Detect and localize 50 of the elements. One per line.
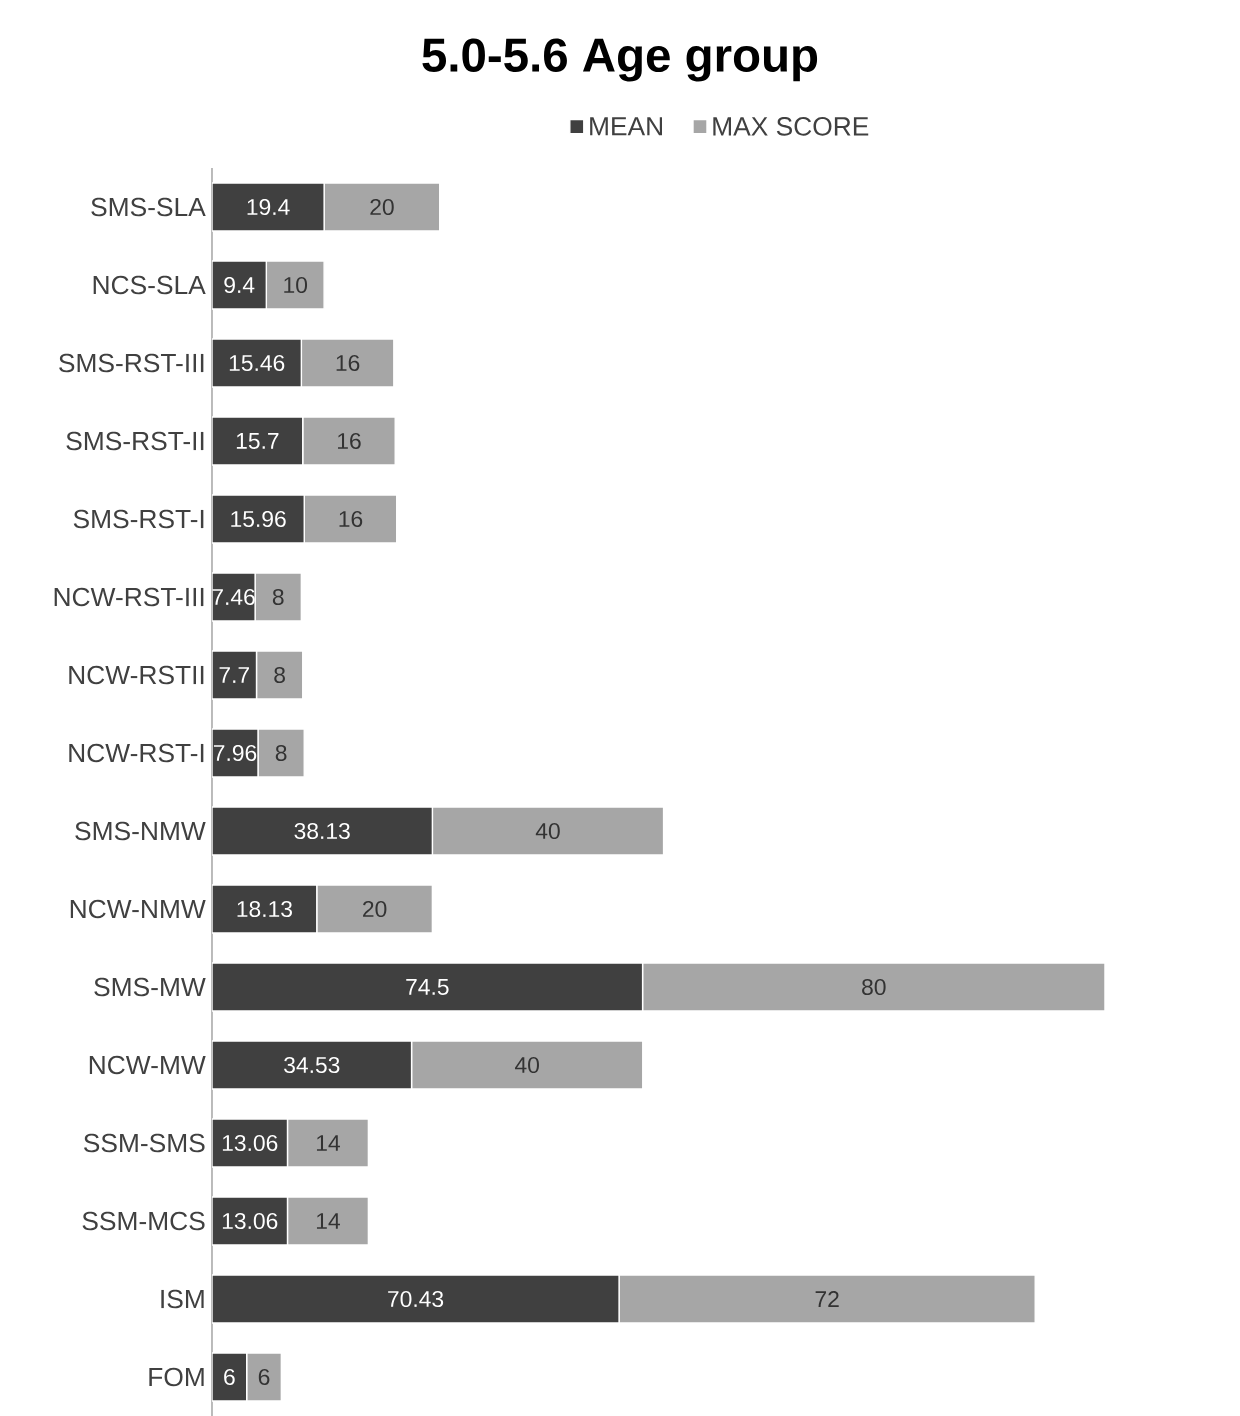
y-tick-label: SMS-RST-II <box>66 431 204 451</box>
legend-label: MAX SCORE <box>713 117 869 136</box>
data-label: 72 <box>815 1291 839 1307</box>
data-label: 14 <box>316 1135 340 1151</box>
data-label: 8 <box>275 744 287 762</box>
data-label: 7.96 <box>213 744 257 762</box>
chart-title: 5.0-5.6 Age group <box>422 38 818 82</box>
y-tick-label: FOM <box>149 1367 204 1387</box>
data-label: 8 <box>272 588 284 606</box>
data-label: 80 <box>862 978 886 996</box>
y-tick-label: SMS-RST-III <box>59 353 204 373</box>
data-label: 16 <box>336 354 360 372</box>
data-label: 19.4 <box>247 198 290 216</box>
y-tick-label: NCW-MW <box>89 1055 206 1075</box>
data-label: 18.13 <box>237 900 292 918</box>
y-tick-label: NCW-NMW <box>70 899 206 919</box>
y-tick-label: SSM-MCS <box>82 1211 205 1231</box>
data-label: 13.06 <box>222 1212 278 1230</box>
y-tick-label: ISM <box>161 1289 204 1309</box>
legend-label: MEAN <box>590 117 662 136</box>
data-label: 6 <box>224 1368 235 1386</box>
data-label: 7.7 <box>219 667 249 683</box>
data-label: 74.5 <box>406 979 449 995</box>
data-label: 34.53 <box>284 1056 340 1074</box>
y-tick-label: SMS-SLA <box>91 197 206 217</box>
data-label: 38.13 <box>294 822 350 840</box>
y-tick-label: SMS-MW <box>94 977 206 997</box>
data-label: 8 <box>274 666 285 684</box>
data-label: 9.4 <box>224 276 255 294</box>
data-label: 16 <box>338 432 361 450</box>
data-label: 6 <box>258 1368 270 1386</box>
data-label: 15.46 <box>229 354 285 372</box>
data-label: 16 <box>339 510 363 528</box>
data-label: 70.43 <box>388 1290 444 1308</box>
data-label: 20 <box>363 900 387 918</box>
y-tick-label: NCW-RSTII <box>69 665 204 685</box>
y-tick-label: SMS-NMW <box>75 821 206 841</box>
data-label: 20 <box>370 198 394 216</box>
y-tick-label: NCW-RST-III <box>54 587 204 607</box>
data-label: 40 <box>535 822 560 840</box>
data-label: 14 <box>316 1213 340 1229</box>
data-label: 15.96 <box>231 510 286 528</box>
data-label: 40 <box>515 1056 539 1074</box>
y-tick-label: NCW-RST-I <box>69 743 204 763</box>
data-label: 13.06 <box>222 1134 278 1152</box>
data-label: 10 <box>284 276 308 294</box>
data-label: 15.7 <box>236 433 279 449</box>
y-tick-label: SSM-SMS <box>83 1133 205 1153</box>
y-tick-label: NCS-SLA <box>93 275 206 295</box>
y-tick-label: SMS-RST-I <box>73 509 204 529</box>
